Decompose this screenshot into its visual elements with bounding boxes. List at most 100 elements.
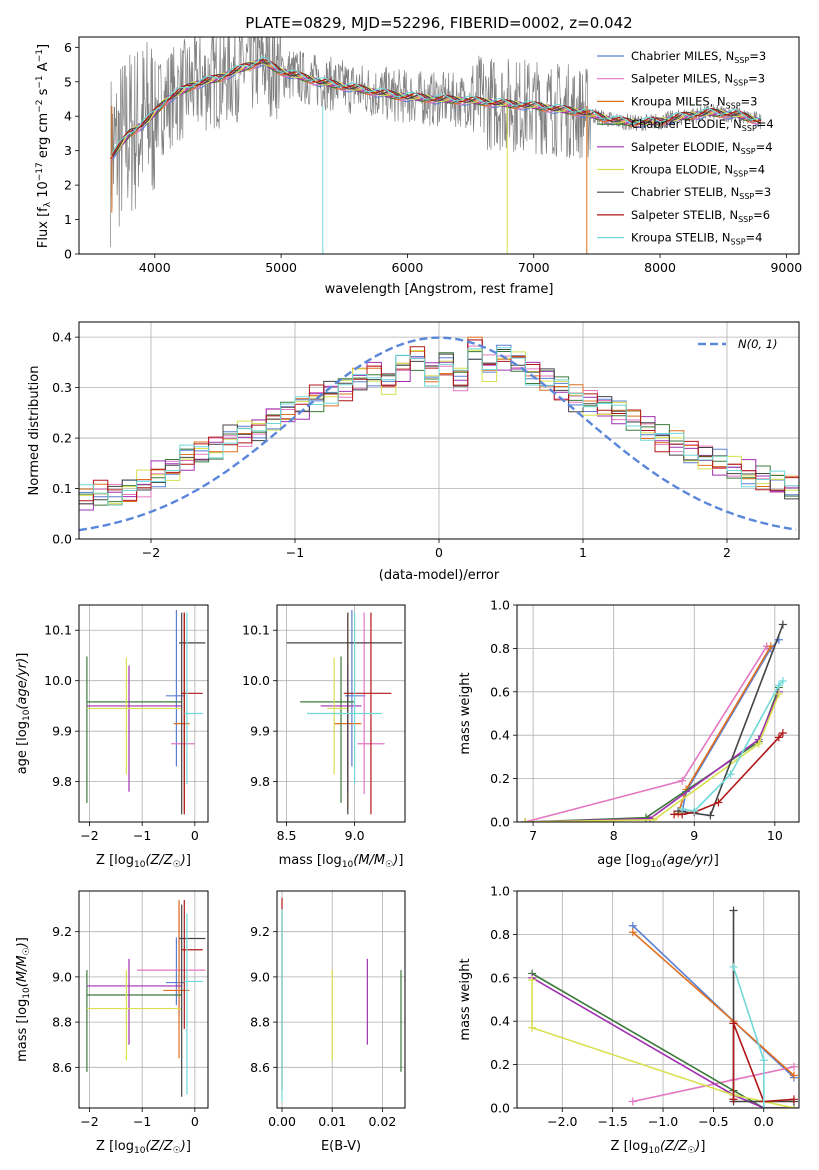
y-tick-label: 0.0 [52, 532, 72, 547]
error-bar-point [86, 970, 182, 1061]
histogram-y-label: Normed distribution [27, 366, 42, 496]
y-tick-label: 9.2 [250, 924, 270, 939]
x-tick-label: −1.0 [648, 1114, 678, 1129]
x-tick-label: 8 [610, 828, 618, 843]
plot-area [528, 906, 798, 1108]
age-vs-mass-panel: 8.5 9.0 9.8 9.9 10.0 10.1 mass [log10(M/M☉)] [242, 604, 406, 870]
error-bar-point [300, 656, 355, 803]
x-axis-label: age [log10(age/yr)] [597, 853, 719, 870]
y-tick-label: 10.0 [44, 673, 72, 688]
series-marker [528, 1023, 537, 1032]
error-bar-point [306, 612, 382, 785]
y-tick-label: 0.3 [52, 380, 72, 395]
y-tick-label: 0.0 [490, 1101, 510, 1116]
x-tick-label: −0.5 [698, 1114, 728, 1129]
age-vs-z-panel: −2 −1 0 9.8 9.9 10.0 10.1 Z [log10(Z/Z☉)] age [l… [15, 604, 209, 870]
spectrum-y-label: Flux [fλ 10−17 erg cm−2 s−1 A−1] [35, 44, 53, 248]
series-marker [706, 811, 715, 820]
y-tick-label: 5 [64, 74, 72, 89]
plot-area [281, 897, 402, 1102]
series-marker [670, 810, 679, 819]
axes-frame [516, 890, 800, 1109]
x-tick-label: −1.5 [597, 1114, 627, 1129]
x-tick-label: 0.01 [318, 1114, 346, 1129]
y-tick-label: 9.8 [250, 774, 270, 789]
axes-frame [78, 321, 800, 540]
x-axis-label: Z [log10(Z/Z☉)] [96, 853, 191, 870]
mass-weight-vs-z-panel: −2.0 −1.5 −1.0 −0.5 0.0 0.0 0.2 0.4 0.6 0.8 1.0 Z [… [458, 884, 800, 1156]
x-tick-label: −2 [80, 1114, 98, 1129]
series-marker [729, 1095, 738, 1104]
y-axis-label: age [log10(age/yr)] [15, 653, 32, 775]
series-marker [678, 804, 687, 813]
normal-curve [79, 336, 797, 532]
y-tick-label: 10.0 [242, 673, 270, 688]
error-bar-point [163, 900, 190, 1059]
legend-entry: N(0, 1) [738, 337, 778, 351]
x-tick-label: 0 [435, 545, 443, 560]
legend-entry: Salpeter ELODIE, NSSP=4 [631, 140, 773, 156]
y-tick-label: 1.0 [490, 598, 510, 613]
series-marker [726, 770, 735, 779]
legend-entry: Kroupa MILES, NSSP=3 [631, 94, 757, 110]
legend-entry: Salpeter STELIB, NSSP=6 [631, 208, 770, 224]
series-line-salpeter_stelib [732, 1023, 795, 1103]
series-marker [690, 807, 699, 816]
histogram-x-label: (data-model)/error [379, 568, 500, 583]
x-tick-label: 0.02 [368, 1114, 396, 1129]
x-tick-label: 6000 [392, 260, 424, 275]
y-tick-label: 9.9 [52, 724, 72, 739]
y-tick-label: 0.6 [490, 970, 510, 985]
x-tick-label: 2 [723, 545, 731, 560]
error-bar-point [86, 657, 182, 775]
histogram-legend: N(0, 1) [698, 337, 778, 351]
series-marker [774, 681, 783, 690]
y-tick-label: 0.0 [490, 815, 510, 830]
model-spectrum-salpeter_stelib [110, 59, 762, 159]
y-tick-label: 4 [64, 109, 72, 124]
legend-entry: Chabrier STELIB, NSSP=3 [631, 185, 771, 201]
plot-area [286, 610, 403, 815]
histogram-step-kroupa_miles [79, 336, 799, 509]
error-bar-point [179, 612, 206, 815]
series-marker [528, 975, 537, 984]
histogram-step-kroupa_stelib [79, 347, 799, 506]
y-tick-label: 9.8 [52, 774, 72, 789]
y-tick-label: 0.4 [52, 330, 72, 345]
y-tick-label: 0.6 [490, 684, 510, 699]
y-tick-label: 0.8 [490, 927, 510, 942]
model-spectrum-kroupa_stelib [110, 56, 762, 157]
x-tick-label: 0 [191, 1114, 199, 1129]
axes-frame [276, 890, 406, 1109]
y-tick-label: 9.2 [52, 924, 72, 939]
error-bar-point [184, 612, 203, 785]
plot-area [86, 610, 206, 815]
x-tick-label: 1 [579, 545, 587, 560]
y-tick-label: 8.6 [250, 1060, 270, 1075]
y-tick-label: 1 [64, 212, 72, 227]
x-tick-label: 7 [529, 828, 537, 843]
mass-vs-z-panel: −2 −1 0 8.6 8.8 9.0 9.2 Z [log10(Z/Z☉)] mass [lo… [15, 890, 209, 1156]
series-marker [778, 729, 787, 738]
y-tick-label: 10.1 [242, 623, 270, 638]
axes-frame [516, 604, 800, 823]
x-tick-label: 9 [690, 828, 698, 843]
gridlines [277, 891, 405, 1108]
series-line-chabrier_elodie [531, 972, 794, 1108]
plot-area [79, 336, 799, 532]
legend-entry: Chabrier MILES, NSSP=3 [631, 49, 766, 65]
series-marker [645, 814, 654, 822]
histogram-step-chabrier_stelib [79, 349, 799, 505]
y-tick-label: 1.0 [490, 884, 510, 899]
series-marker [628, 928, 637, 937]
spectrum-panel: 4000 5000 6000 7000 8000 9000 0 1 2 3 4 5 6 PLATE=082… [35, 14, 802, 297]
series-marker [754, 739, 763, 748]
error-bar-point [179, 904, 206, 1097]
y-tick-label: 9.0 [250, 969, 270, 984]
series-marker [714, 798, 723, 807]
series-marker [759, 1056, 768, 1065]
x-tick-label: 0 [191, 828, 199, 843]
series-marker [678, 776, 687, 785]
spectrum-x-label: wavelength [Angstrom, rest frame] [325, 282, 554, 297]
error-bar-point [86, 656, 182, 803]
